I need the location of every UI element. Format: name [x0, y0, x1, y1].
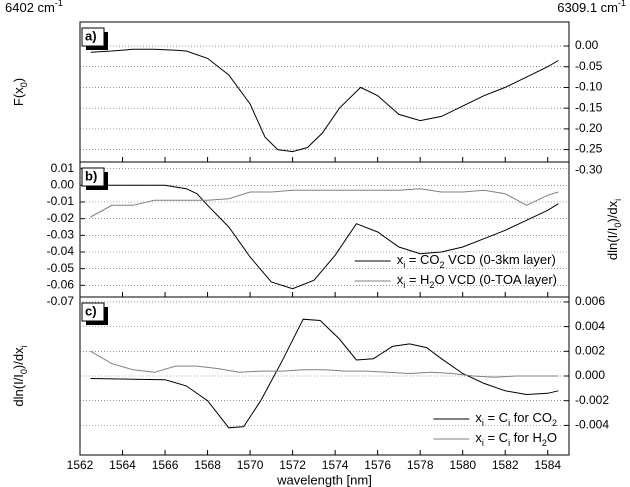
x-tick-label: 1572 [279, 458, 306, 472]
panel-label-box [81, 302, 105, 322]
panel-label-box [81, 27, 105, 47]
text-part: F(x [11, 87, 26, 106]
x-tick-label: 1568 [194, 458, 221, 472]
text-part: O VCD (0-TOA layer) [434, 272, 557, 287]
series-line [90, 318, 559, 429]
x-tick-label: 1580 [449, 458, 476, 472]
y-tick-label: -0.05 [575, 59, 603, 73]
panel-frame [79, 21, 570, 163]
text-part: 0 [19, 82, 29, 87]
text-part: i [403, 280, 405, 290]
panel-label: c) [85, 303, 97, 318]
text-part: i [508, 418, 510, 428]
legend-label: xi = H2O VCD (0-TOA layer) [397, 272, 557, 290]
x-tick-label: 1584 [534, 458, 561, 472]
legend-label: xi = CO2 VCD (0-3km layer) [397, 252, 556, 270]
y-tick-label: -0.05 [47, 261, 75, 275]
text-part: dln(I/I [605, 228, 620, 261]
text-part: x [397, 272, 404, 287]
panel-label-box [81, 167, 105, 187]
y-tick-label: -0.01 [47, 194, 75, 208]
y-tick-label: 0.00 [575, 38, 599, 52]
series-line [90, 350, 559, 378]
y-tick-label: -0.002 [575, 393, 609, 407]
x-axis-label: wavelength [nm] [276, 472, 372, 487]
text-part: for H [510, 430, 542, 445]
x-tick-label: 1582 [492, 458, 519, 472]
text-part: = C [484, 410, 508, 425]
text-part: -1 [55, 0, 63, 8]
y-tick-label: 0.01 [51, 161, 75, 175]
y-tick-label: -0.02 [47, 211, 75, 225]
text-part: 2 [429, 280, 434, 290]
text-part: for CO [510, 410, 552, 425]
series-line [90, 188, 559, 218]
panel-label: b) [85, 168, 97, 183]
text-part: 6402 cm [5, 0, 55, 15]
x-tick-label: 1564 [109, 458, 136, 472]
text-part: 0 [613, 223, 623, 228]
top-left-label: 6402 cm-1 [5, 0, 63, 15]
text-part: dln(I/I [11, 374, 26, 407]
text-part: 2 [542, 438, 547, 448]
y-tick-label: -0.15 [575, 100, 603, 114]
text-part: x [397, 252, 404, 267]
legend-label: xi = Ci for H2O [475, 430, 557, 448]
x-tick-label: 1562 [67, 458, 94, 472]
text-part: O [547, 430, 557, 445]
y-tick-label: -0.10 [575, 80, 603, 94]
text-part: -1 [618, 0, 626, 8]
x-tick-label: 1578 [407, 458, 434, 472]
y-tick-label: 0.004 [575, 319, 605, 333]
text-part: = H [405, 272, 429, 287]
text-part: x [475, 410, 482, 425]
y-tick-label: -0.07 [47, 294, 75, 308]
text-part: 0 [19, 369, 29, 374]
text-part: = CO [405, 252, 439, 267]
y-tick-label: -0.04 [47, 244, 75, 258]
text-part: 2 [440, 260, 445, 270]
y-axis-label: F(x0) [11, 78, 29, 106]
top-right-label: 6309.1 cm-1 [557, 0, 626, 15]
y-tick-label: -0.03 [47, 228, 75, 242]
text-part: i [613, 199, 623, 201]
text-part: ) [11, 78, 26, 82]
text-part: 6309.1 cm [557, 0, 618, 15]
text-part: i [482, 418, 484, 428]
y-tick-label: -0.30 [575, 162, 603, 176]
text-part: )/dx [11, 347, 26, 369]
x-tick-label: 1566 [152, 458, 179, 472]
series-line [90, 184, 559, 290]
text-part: VCD (0-3km layer) [445, 252, 556, 267]
x-tick-label: 1570 [237, 458, 264, 472]
y-tick-label: -0.004 [575, 418, 609, 432]
series-line [90, 48, 559, 153]
legend-label: xi = Ci for CO2 [475, 410, 557, 428]
text-part: i [19, 345, 29, 347]
text-part: x [475, 430, 482, 445]
y-tick-label: 0.002 [575, 343, 605, 357]
text-part: i [482, 438, 484, 448]
y-axis-label: dln(I/I0)/dxi [11, 345, 29, 406]
x-tick-label: 1576 [364, 458, 391, 472]
text-part: 2 [552, 418, 557, 428]
y-tick-label: 0.00 [51, 178, 75, 192]
text-part: )/dx [605, 200, 620, 222]
panel-label: a) [85, 28, 97, 43]
y-tick-label: 0.006 [575, 294, 605, 308]
y-axis-label: dln(I/I0)/dxi [605, 199, 623, 260]
y-tick-label: -0.25 [575, 142, 603, 156]
text-part: i [508, 438, 510, 448]
text-part: = C [484, 430, 508, 445]
y-tick-label: -0.06 [47, 278, 75, 292]
text-part: i [403, 260, 405, 270]
y-tick-label: 0.000 [575, 368, 605, 382]
y-tick-label: -0.20 [575, 121, 603, 135]
x-tick-label: 1574 [322, 458, 349, 472]
